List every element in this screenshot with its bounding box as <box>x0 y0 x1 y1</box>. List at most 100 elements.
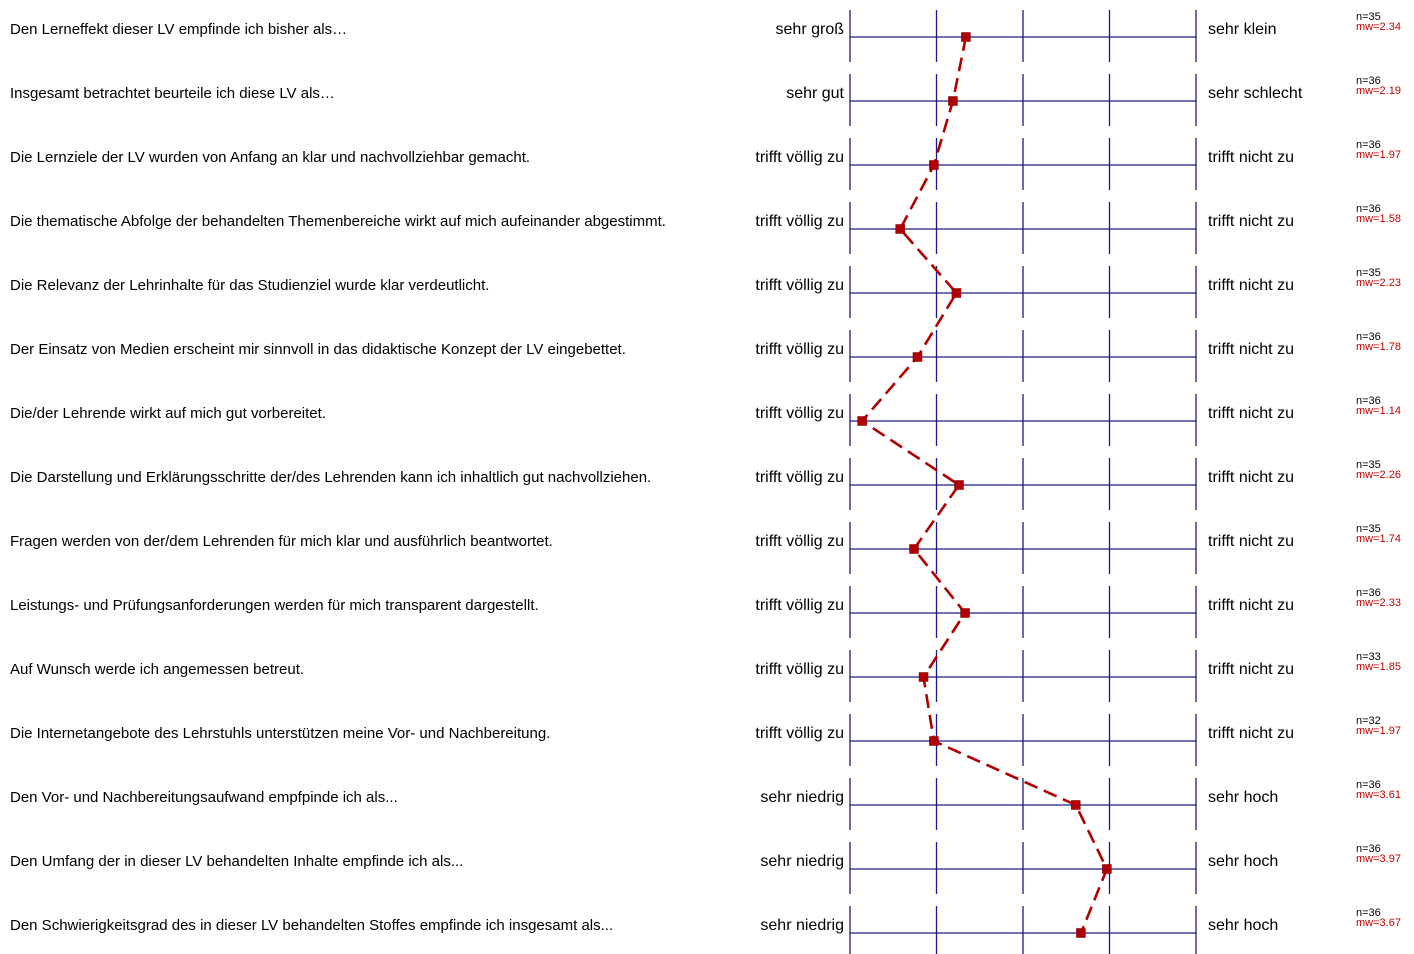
scale-left-anchor: sehr niedrig <box>760 917 844 934</box>
scale-left-anchor: sehr gut <box>786 85 844 102</box>
sample-size-label: n=36 <box>1356 203 1381 215</box>
mean-marker <box>912 352 923 362</box>
mean-marker <box>918 672 929 682</box>
scale-right-anchor: trifft nicht zu <box>1208 277 1294 294</box>
question-text: Leistungs- und Prüfungsanforderungen wer… <box>10 597 539 614</box>
mean-marker <box>909 544 919 554</box>
scale-left-anchor: sehr niedrig <box>760 853 844 870</box>
question-text: Die Relevanz der Lehrinhalte für das Stu… <box>10 277 490 294</box>
scale-right-anchor: sehr hoch <box>1208 917 1279 934</box>
question-text: Die thematische Abfolge der behandelten … <box>10 213 666 230</box>
mean-marker <box>857 416 867 426</box>
item-statistics: n=36 mw=1.14 <box>1356 395 1401 417</box>
question-text: Fragen werden von der/dem Lehrenden für … <box>10 533 553 550</box>
scale-left-anchor: trifft völlig zu <box>755 277 844 294</box>
mean-value-label: mw=2.33 <box>1356 597 1401 609</box>
scale-left-anchor: sehr groß <box>775 21 844 38</box>
mean-marker <box>1076 928 1086 938</box>
item-statistics: n=36 mw=3.67 <box>1356 907 1401 929</box>
mean-value-label: mw=1.97 <box>1356 149 1401 161</box>
mean-marker <box>960 608 970 618</box>
question-text: Den Schwierigkeitsgrad des in dieser LV … <box>10 917 614 934</box>
scale-right-anchor: sehr hoch <box>1208 853 1279 870</box>
sample-size-label: n=35 <box>1356 11 1381 23</box>
scale-left-anchor: trifft völlig zu <box>755 149 844 166</box>
mean-value-label: mw=3.67 <box>1356 917 1401 929</box>
mean-value-label: mw=2.19 <box>1356 85 1401 97</box>
mean-markers <box>857 32 1112 938</box>
item-statistics: n=36 mw=2.19 <box>1356 75 1401 97</box>
scale-left-anchor: trifft völlig zu <box>755 661 844 678</box>
mean-value-label: mw=1.58 <box>1356 213 1401 225</box>
sample-size-label: n=36 <box>1356 331 1381 343</box>
question-text: Den Umfang der in dieser LV behandelten … <box>10 853 464 870</box>
question-text: Insgesamt betrachtet beurteile ich diese… <box>10 85 335 102</box>
scale-right-anchor: sehr hoch <box>1208 789 1279 806</box>
sample-size-label: n=35 <box>1356 267 1381 279</box>
item-statistics: n=36 mw=1.58 <box>1356 203 1401 225</box>
item-statistics: n=35 mw=2.26 <box>1356 459 1401 481</box>
mean-value-label: mw=1.14 <box>1356 405 1401 417</box>
sample-size-label: n=36 <box>1356 907 1381 919</box>
scale-right-anchor: trifft nicht zu <box>1208 149 1294 166</box>
sample-size-label: n=36 <box>1356 395 1381 407</box>
mean-profile-line <box>860 36 1109 934</box>
item-statistics: n=36 mw=2.33 <box>1356 587 1401 609</box>
scale-left-anchor: trifft völlig zu <box>755 213 844 230</box>
item-statistics: n=35 mw=2.34 <box>1356 11 1401 33</box>
mean-marker <box>1071 800 1081 810</box>
scale-left-anchor: trifft völlig zu <box>755 341 844 358</box>
mean-marker <box>948 96 958 106</box>
mean-marker <box>961 32 971 42</box>
sample-size-label: n=35 <box>1356 523 1381 535</box>
scale-left-anchor: sehr niedrig <box>760 789 844 806</box>
question-text: Die Internetangebote des Lehrstuhls unte… <box>10 725 551 742</box>
mean-value-label: mw=2.26 <box>1356 469 1401 481</box>
mean-value-label: mw=2.34 <box>1356 21 1401 33</box>
mean-marker <box>929 160 939 170</box>
scale-left-anchor: trifft völlig zu <box>755 405 844 422</box>
item-statistics: n=36 mw=1.97 <box>1356 139 1401 161</box>
item-statistics: n=32 mw=1.97 <box>1356 715 1401 737</box>
item-statistics: n=33 mw=1.85 <box>1356 652 1401 673</box>
scale-left-anchor: trifft völlig zu <box>755 469 844 486</box>
item-statistics: n=35 mw=1.74 <box>1356 523 1401 545</box>
mean-marker <box>951 288 962 298</box>
mean-value-label: mw=3.61 <box>1356 789 1401 801</box>
mean-marker <box>954 480 964 490</box>
sample-size-label: n=32 <box>1356 715 1381 727</box>
scale-left-anchor: trifft völlig zu <box>755 597 844 614</box>
mean-value-label: mw=1.97 <box>1356 725 1401 737</box>
sample-size-label: n=36 <box>1356 779 1381 791</box>
mean-marker <box>929 736 939 746</box>
mean-value-label: mw=1.74 <box>1356 533 1401 545</box>
item-statistics: n=36 mw=3.61 <box>1356 779 1401 801</box>
question-text: Die Darstellung und Erklärungsschritte d… <box>10 469 652 486</box>
mean-value-label: mw=3.97 <box>1356 853 1401 865</box>
sample-size-label: n=36 <box>1356 139 1381 151</box>
scale-right-anchor: trifft nicht zu <box>1208 405 1294 422</box>
item-statistics: n=36 mw=1.78 <box>1356 331 1401 353</box>
scale-left-anchor: trifft völlig zu <box>755 533 844 550</box>
question-text: Auf Wunsch werde ich angemessen betreut. <box>10 661 305 678</box>
sample-size-label: n=36 <box>1356 843 1381 855</box>
item-statistics: n=36 mw=3.97 <box>1356 843 1401 865</box>
scale-right-anchor: trifft nicht zu <box>1208 597 1294 614</box>
scale-right-anchor: sehr schlecht <box>1208 85 1303 102</box>
scale-right-anchor: trifft nicht zu <box>1208 213 1294 230</box>
mean-marker <box>895 224 905 234</box>
mean-value-label: mw=2.23 <box>1356 277 1401 289</box>
scale-left-anchor: trifft völlig zu <box>755 725 844 742</box>
sample-size-label: n=35 <box>1356 459 1381 471</box>
scale-right-anchor: trifft nicht zu <box>1208 341 1294 358</box>
question-text: Die/der Lehrende wirkt auf mich gut vorb… <box>10 405 326 422</box>
scale-right-anchor: sehr klein <box>1208 21 1277 38</box>
item-statistics: n=35 mw=2.23 <box>1356 267 1401 289</box>
grid-lines <box>849 10 1197 954</box>
question-text: Die Lernziele der LV wurden von Anfang a… <box>10 149 531 166</box>
scale-right-anchor: trifft nicht zu <box>1208 469 1294 486</box>
sample-size-label: n=36 <box>1356 587 1381 599</box>
scale-right-anchor: trifft nicht zu <box>1208 661 1294 678</box>
sample-size-label: n=36 <box>1356 75 1381 87</box>
